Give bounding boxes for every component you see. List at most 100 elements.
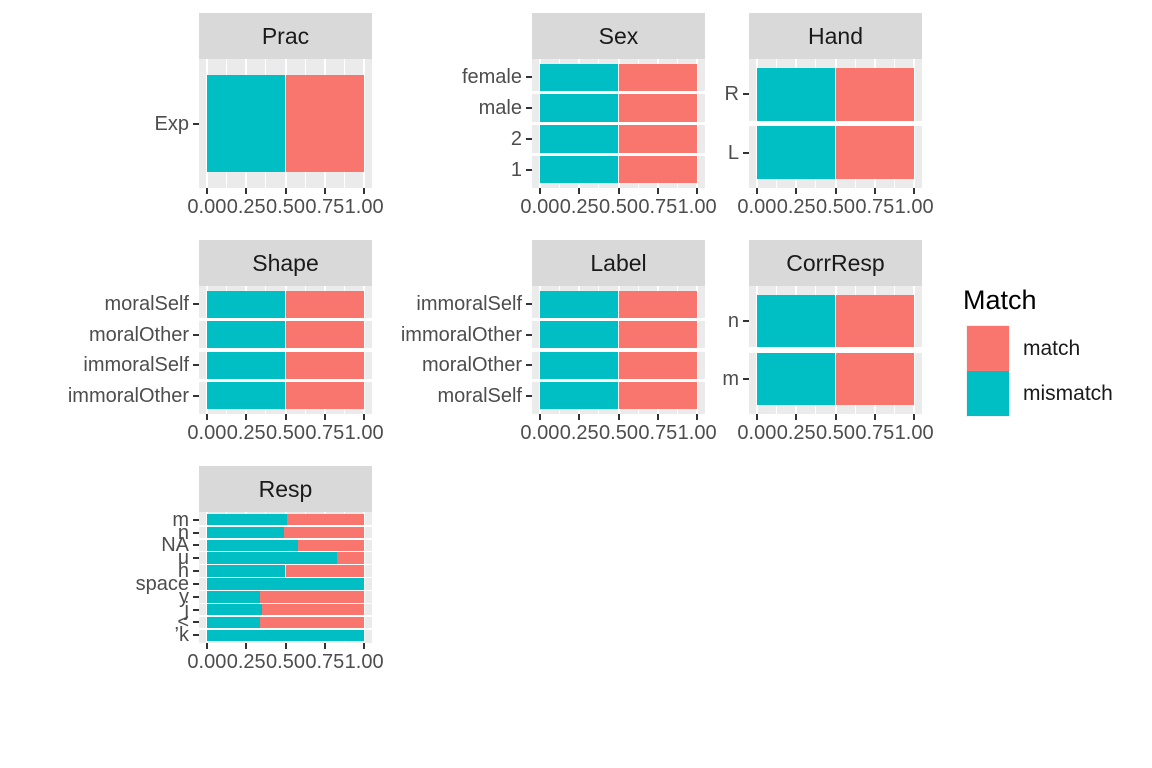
bar-segment-match [835, 352, 915, 406]
facet-panel [749, 59, 922, 188]
bar-segment-match [618, 63, 698, 92]
bar-segment-match [835, 67, 915, 121]
bar-row-separator [749, 347, 922, 353]
x-axis-tick [755, 414, 758, 420]
y-axis-tick [526, 168, 532, 171]
bar-row-separator [532, 378, 705, 382]
legend-label-mismatch: mismatch [1023, 382, 1113, 405]
bar-segment-match [618, 290, 698, 318]
bar-row-separator [532, 121, 705, 126]
facet-shape: Shape 0.00 0.25 0.50 0.75 1.00 moralSelf moralO… [68, 240, 384, 454]
bar-segment-match [618, 94, 698, 122]
x-axis-tick [205, 643, 208, 649]
bar-segment-mismatch [206, 539, 299, 552]
bar-segment-match [285, 75, 365, 172]
y-category-label: moralSelf [104, 293, 189, 316]
x-axis-tick [245, 414, 248, 420]
bar-row-separator [199, 551, 372, 553]
facet-strip: Sex [532, 13, 705, 59]
bar-row-separator [199, 628, 372, 630]
x-tick-label: 0.75 [305, 651, 345, 673]
bar-row-separator [532, 91, 705, 95]
facet-strip-title: Hand [808, 22, 863, 49]
x-axis-tick [696, 414, 699, 420]
y-category-label: y [179, 585, 189, 608]
x-tick-label: 0.00 [520, 196, 560, 218]
y-category-label: j [184, 598, 189, 621]
y-category-label: Exp [154, 112, 189, 135]
gridline-major [363, 59, 366, 188]
facet-strip-title: CorrResp [786, 249, 885, 276]
facet-resp: Resp 0.00 0.25 0.50 0.75 1.00 m n NA u h space y j <’k [136, 466, 384, 683]
bar-segment-mismatch [756, 352, 836, 406]
y-axis-tick [526, 137, 532, 140]
x-axis-tick [656, 414, 659, 420]
bar-segment-mismatch [539, 125, 619, 153]
x-tick-label: 0.75 [305, 196, 345, 218]
facet-prac: Prac 0.00 0.25 0.50 0.75 1.00 Exp [155, 13, 384, 228]
x-axis-tick [363, 643, 366, 649]
bar-row-separator [199, 576, 372, 579]
x-axis-tick [834, 188, 837, 194]
bar-row-separator [199, 318, 372, 322]
y-category-label: n [727, 309, 739, 332]
bar-segment-mismatch [206, 75, 286, 172]
legend-keys [966, 325, 1010, 417]
x-tick-label: 1.00 [344, 651, 384, 673]
y-axis-tick [193, 557, 199, 560]
x-tick-label: 0.00 [737, 422, 777, 444]
bar-segment-mismatch [539, 155, 619, 184]
x-axis-tick [538, 188, 541, 194]
x-tick-label: 0.50 [599, 422, 638, 444]
bar-segment-mismatch [539, 382, 619, 410]
y-axis-tick [193, 608, 199, 611]
y-category-label: space [135, 572, 189, 595]
bar-segment-match [618, 382, 698, 410]
x-axis-tick [913, 414, 916, 420]
bar-segment-match [337, 552, 365, 564]
bar-row-separator [532, 318, 705, 322]
bar-segment-match [285, 321, 365, 349]
y-axis-tick [193, 544, 199, 547]
y-category-label: n [177, 521, 189, 544]
x-axis-tick [323, 188, 326, 194]
x-tick-label: 0.00 [520, 422, 560, 444]
x-tick-label: 0.25 [776, 422, 816, 444]
bar-segment-mismatch [206, 565, 286, 577]
x-tick-label: 0.25 [226, 651, 266, 673]
bar-segment-match [618, 351, 698, 379]
x-axis-tick [323, 414, 326, 420]
x-axis-tick [245, 643, 248, 649]
x-axis-tick [617, 188, 620, 194]
facet-strip: Shape [199, 240, 372, 286]
bar-segment-mismatch [539, 351, 619, 379]
facet-strip-title: Sex [598, 22, 639, 49]
bar-segment-match [260, 590, 365, 603]
bar-row-separator [199, 589, 372, 591]
facet-panel [532, 286, 705, 414]
y-axis-tick [526, 76, 532, 79]
bar-segment-mismatch [539, 63, 619, 92]
bar-segment-mismatch [539, 290, 619, 318]
x-tick-label: 1.00 [677, 196, 717, 218]
x-tick-label: 0.25 [776, 196, 816, 218]
x-axis-tick [538, 414, 541, 420]
x-axis-tick [873, 414, 876, 420]
x-tick-label: 0.50 [816, 422, 855, 444]
bar-segment-mismatch [206, 290, 286, 318]
x-tick-label: 0.00 [187, 651, 227, 673]
x-tick-label: 0.25 [559, 422, 599, 444]
y-category-label: female [461, 66, 522, 89]
x-tick-label: 1.00 [894, 196, 934, 218]
x-axis-tick [284, 414, 287, 420]
x-axis-tick [795, 188, 798, 194]
y-category-label: < [177, 611, 189, 634]
bar-row-separator [199, 378, 372, 382]
x-tick-label: 0.50 [266, 196, 305, 218]
bar-segment-mismatch [206, 526, 284, 539]
y-axis-tick [193, 122, 199, 125]
legend-key-match-swatch [967, 326, 1009, 371]
x-tick-label: 0.50 [599, 196, 638, 218]
y-axis-tick [193, 394, 199, 397]
